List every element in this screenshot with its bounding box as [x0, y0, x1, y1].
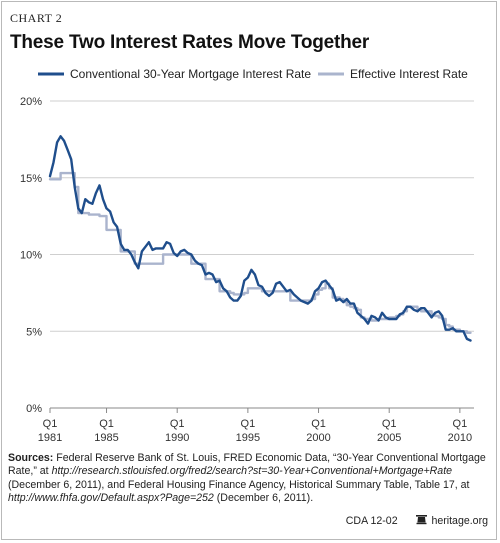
sources-note: Sources: Federal Reserve Bank of St. Lou…: [8, 452, 490, 506]
x-tick-label-quarter: Q1: [382, 418, 397, 430]
chart-label: CHART 2: [10, 11, 63, 25]
sources-text-1: Federal Reserve Bank of St. Louis, FRED …: [8, 452, 486, 478]
gridlines: [50, 100, 474, 409]
x-tick-label-year: 2005: [377, 432, 401, 444]
sources-label: Sources:: [8, 452, 54, 464]
footer: CDA 12-02 heritage.org: [346, 515, 488, 527]
y-tick-label: 20%: [20, 96, 42, 108]
x-tick-label-year: 2010: [448, 432, 472, 444]
legend-label-mortgage-rate: Conventional 30-Year Mortgage Interest R…: [70, 67, 311, 81]
y-tick-label: 0%: [26, 403, 42, 415]
series-lines: [48, 135, 472, 342]
sources-text-2: (December 6, 2011), and Federal Housing …: [8, 478, 470, 491]
x-tick-label-quarter: Q1: [311, 418, 326, 430]
sources-url-fhfa[interactable]: http://www.fhfa.gov/Default.aspx?Page=25…: [8, 492, 214, 505]
line-chart: Conventional 30-Year Mortgage Interest R…: [20, 67, 474, 444]
x-tick-label-quarter: Q1: [453, 418, 468, 430]
sources-url-fred[interactable]: http://research.stlouisfed.org/fred2/sea…: [51, 465, 453, 478]
footer-site[interactable]: heritage.org: [431, 515, 488, 527]
series-line-effective-rate: [48, 171, 472, 334]
y-tick-label: 5%: [26, 326, 42, 338]
x-tick-label-quarter: Q1: [170, 418, 185, 430]
legend: Conventional 30-Year Mortgage Interest R…: [38, 67, 468, 81]
series-line-mortgage-rate: [48, 135, 472, 342]
sources-text-3: (December 6, 2011).: [213, 492, 314, 505]
liberty-bell-icon: [415, 515, 427, 525]
x-tick-label-year: 1981: [38, 432, 62, 444]
y-tick-label: 10%: [20, 250, 42, 262]
footer-code: CDA 12-02: [345, 515, 398, 527]
x-tick-label-year: 1995: [236, 432, 260, 444]
x-axis-ticks: Q1 1981 Q1 1985 Q1 1990 Q1 1995 Q1 2000 Q1 2005 Q1 20…: [38, 408, 472, 444]
y-tick-label: 15%: [20, 173, 42, 185]
y-axis-ticks: 0% 5% 10% 15% 20%: [20, 96, 42, 415]
x-tick-label-quarter: Q1: [99, 418, 114, 430]
legend-label-effective-rate: Effective Interest Rate: [350, 67, 468, 81]
x-tick-label-year: 1985: [94, 432, 118, 444]
x-tick-label-quarter: Q1: [43, 418, 58, 430]
x-tick-label-year: 1990: [165, 432, 189, 444]
x-tick-label-quarter: Q1: [241, 418, 256, 430]
chart-title: These Two Interest Rates Move Together: [10, 32, 370, 53]
x-tick-label-year: 2000: [306, 432, 330, 444]
